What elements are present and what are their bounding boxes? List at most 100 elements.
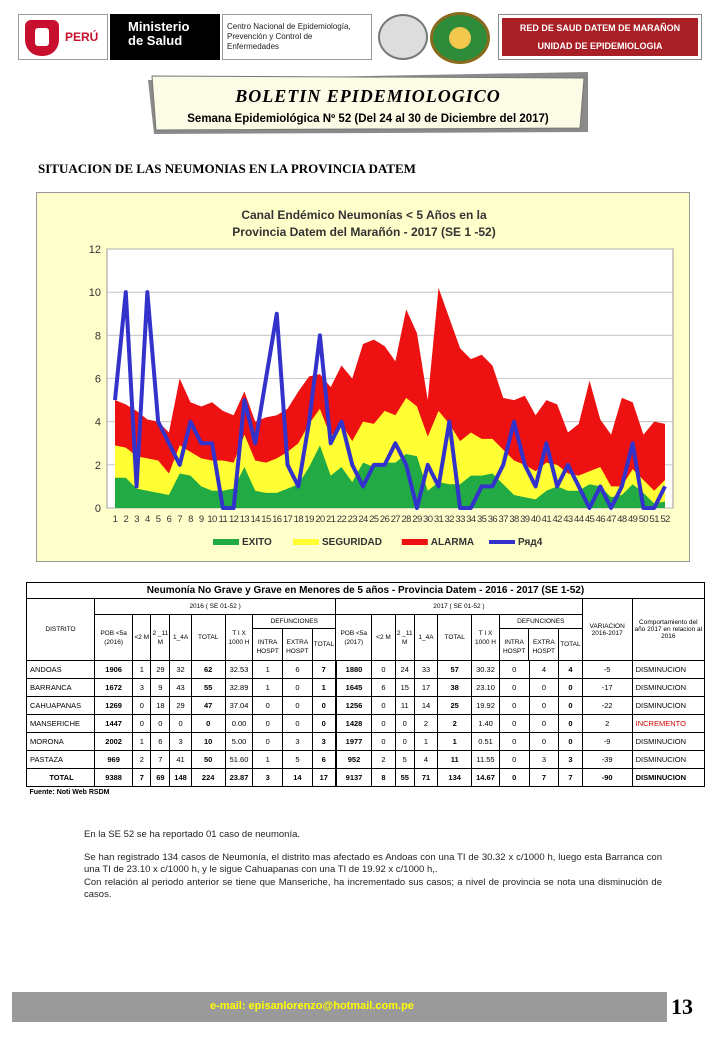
- cell-ai: 0: [252, 714, 284, 733]
- cell-at: 62: [190, 660, 226, 679]
- x-tick-label: 3: [134, 514, 139, 525]
- cell-bi: 0: [498, 714, 530, 733]
- x-tick-label: 29: [412, 514, 422, 525]
- x-tick-label: 4: [145, 514, 150, 525]
- table-source: Fuente: Noti Web RSDM: [29, 788, 110, 796]
- cell-ati: 5.00: [224, 732, 254, 751]
- col-extra-2017: EXTRA HOSPT: [529, 629, 560, 660]
- cell-b1: 0: [371, 660, 396, 679]
- cell-b2: 0: [394, 714, 415, 733]
- cell-v: -5: [581, 660, 633, 679]
- cell-b2: 24: [394, 660, 415, 679]
- banner-shape: [148, 72, 588, 134]
- col-2-11m-2016: 2 _11 M: [150, 614, 171, 661]
- cell-bi: 0: [498, 696, 530, 715]
- y-tick-label: 2: [95, 460, 101, 472]
- cell-b3: 33: [413, 660, 439, 679]
- section-title: SITUACION DE LAS NEUMONIAS EN LA PROVINC…: [38, 161, 416, 176]
- cell-b3: 14: [413, 696, 439, 715]
- cell-d: MANSERICHE: [26, 714, 95, 733]
- endemic-channel-chart: Canal Endémico Neumonías < 5 Años en la …: [36, 192, 690, 562]
- cell-p17: 1256: [334, 696, 373, 715]
- cell-a3: 43: [169, 678, 192, 697]
- x-tick-label: 51: [650, 514, 660, 525]
- x-tick-label: 34: [466, 514, 476, 525]
- x-tick-label: 45: [585, 514, 595, 525]
- col-variacion: VARIACION 2016-2017: [581, 598, 633, 661]
- col-period-2016: 2016 ( SE 01-52 ): [93, 598, 337, 615]
- area-exito: [115, 445, 665, 508]
- cell-c: DISMINUCION: [631, 660, 706, 679]
- cell-a1: 0: [132, 714, 152, 733]
- unit-name: UNIDAD DE EPIDEMIOLOGIA: [537, 41, 663, 51]
- cell-v: -9: [581, 732, 633, 751]
- legend-swatch: [213, 539, 239, 545]
- cell-bdt: 0: [558, 678, 583, 697]
- cell-b1: 6: [371, 678, 396, 697]
- cell-at: 224: [190, 768, 226, 787]
- x-tick-label: 25: [369, 514, 379, 525]
- cell-be: 4: [528, 660, 560, 679]
- cell-b2: 11: [394, 696, 415, 715]
- y-tick-label: 8: [95, 330, 101, 342]
- table-row: CAHUAPANAS 1269 0 18 29 47 37.04 0 0 0 1256 0 11 14 25…: [26, 696, 706, 715]
- x-tick-label: 10: [207, 514, 217, 525]
- cell-d: MORONA: [26, 732, 95, 751]
- cell-ae: 0: [282, 678, 313, 697]
- cell-bdt: 3: [558, 750, 583, 769]
- cell-c: DISMINUCION: [631, 696, 706, 715]
- bulletin-banner: BOLETIN EPIDEMIOLOGICO Semana Epidemioló…: [148, 72, 588, 134]
- legend-label: EXITO: [242, 537, 272, 548]
- cell-adt: 17: [311, 768, 337, 787]
- cell-c: DISMINUCION: [631, 750, 706, 769]
- ministry-logo: Ministerio de Salud: [110, 14, 220, 60]
- cell-ai: 3: [252, 768, 284, 787]
- cell-ai: 1: [252, 660, 284, 679]
- x-tick-label: 20: [315, 514, 325, 525]
- cell-p17: 1645: [334, 678, 373, 697]
- table-row: ANDOAS 1906 1 29 32 62 32.53 1 6 7 1880 0 24 33 57 30.3…: [26, 660, 706, 679]
- col-lt2m-2017: <2 M: [371, 614, 396, 661]
- cell-b2: 15: [394, 678, 415, 697]
- cell-d: BARRANCA: [26, 678, 95, 697]
- cell-p17: 952: [334, 750, 373, 769]
- cell-ae: 3: [282, 732, 313, 751]
- x-tick-label: 14: [251, 514, 261, 525]
- cell-be: 0: [528, 678, 560, 697]
- cell-at: 50: [190, 750, 226, 769]
- cell-b1: 0: [371, 732, 396, 751]
- cell-p16: 9388: [93, 768, 134, 787]
- cell-p16: 969: [93, 750, 134, 769]
- col-ti-2017: T I X 1000 H: [471, 614, 500, 661]
- col-total-2016: TOTAL: [190, 614, 226, 661]
- cell-v: -22: [581, 696, 633, 715]
- cell-adt: 6: [311, 750, 337, 769]
- cell-bt: 11: [437, 750, 473, 769]
- cell-a2: 29: [150, 660, 171, 679]
- x-tick-label: 31: [434, 514, 444, 525]
- cell-adt: 0: [311, 714, 337, 733]
- y-tick-label: 10: [89, 287, 101, 299]
- x-tick-label: 47: [606, 514, 616, 525]
- page-number: 13: [667, 992, 697, 1022]
- footer-email[interactable]: e-mail: episanlorenzo@hotmail.com.pe: [210, 1000, 414, 1012]
- cell-ae: 5: [282, 750, 313, 769]
- x-tick-label: 11: [219, 514, 228, 525]
- cell-at: 0: [190, 714, 226, 733]
- x-tick-label: 21: [326, 514, 336, 525]
- cell-be: 7: [528, 768, 560, 787]
- cell-b3: 71: [413, 768, 439, 787]
- cell-bt: 134: [437, 768, 473, 787]
- cell-ai: 0: [252, 696, 284, 715]
- table-row: PASTAZA 969 2 7 41 50 51.60 1 5 6 952 2 5 4 11 11.55 0 3 3…: [26, 750, 706, 769]
- x-tick-label: 8: [188, 514, 193, 525]
- x-tick-label: 16: [272, 514, 282, 525]
- x-tick-label: 49: [628, 514, 638, 525]
- col-distrito: DISTRITO: [26, 598, 95, 661]
- peru-logo: PERÚ: [18, 14, 108, 60]
- cell-a1: 0: [132, 696, 152, 715]
- cell-d: PASTAZA: [26, 750, 95, 769]
- cell-a2: 9: [150, 678, 171, 697]
- cell-a3: 0: [169, 714, 192, 733]
- page-footer: e-mail: episanlorenzo@hotmail.com.pe 13: [12, 992, 697, 1022]
